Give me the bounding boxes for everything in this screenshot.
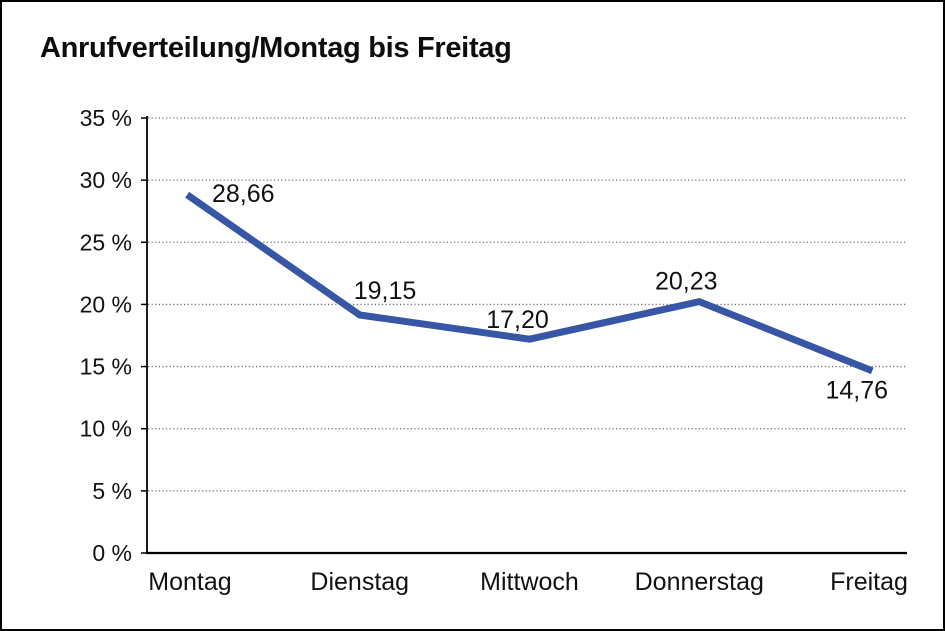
x-axis-category-label: Mittwoch	[480, 568, 579, 596]
y-axis-tick-label: 20 %	[80, 291, 132, 317]
y-axis-tick-label: 5 %	[92, 478, 132, 504]
y-axis-tick-label: 10 %	[80, 416, 132, 442]
y-axis-tick-label: 0 %	[92, 540, 132, 566]
data-point-label: 28,66	[212, 180, 275, 208]
x-axis-category-label: Donnerstag	[635, 568, 764, 596]
x-axis-category-label: Dienstag	[310, 568, 409, 596]
y-axis-tick-label: 25 %	[80, 229, 132, 255]
x-axis-category-label: Montag	[148, 568, 231, 596]
y-axis-tick-label: 15 %	[80, 354, 132, 380]
chart-title: Anrufverteilung/Montag bis Freitag	[40, 32, 512, 64]
data-point-label: 19,15	[354, 277, 417, 305]
x-axis-category-label: Freitag	[830, 568, 908, 596]
data-line	[185, 191, 874, 375]
y-axis-tick-label: 30 %	[80, 167, 132, 193]
y-axis-tick-label: 35 %	[80, 105, 132, 131]
data-point-label: 14,76	[825, 377, 888, 405]
data-point-label: 20,23	[655, 268, 718, 296]
data-point-label: 17,20	[486, 306, 549, 334]
